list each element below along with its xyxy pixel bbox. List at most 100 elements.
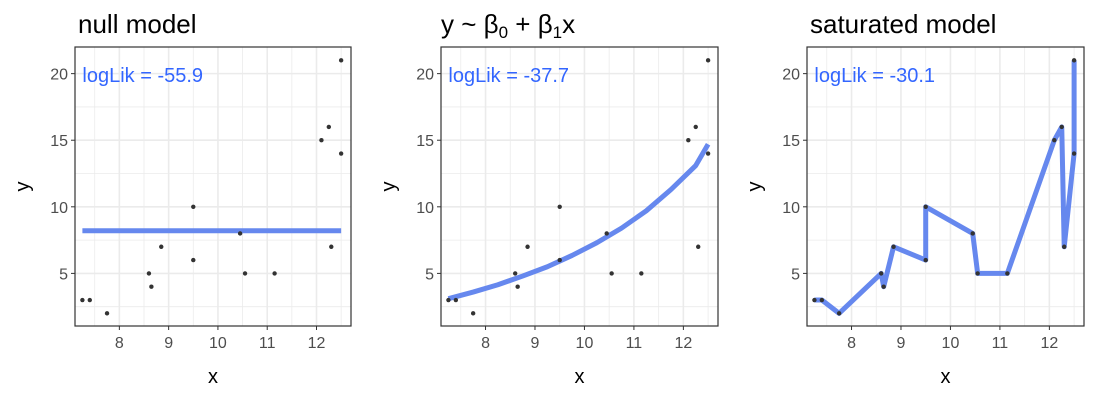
- data-point-7: [557, 257, 562, 263]
- x-tick-label: 11: [626, 335, 643, 352]
- grid: [75, 47, 351, 326]
- data-point-3: [470, 311, 476, 316]
- y-tick-label: 5: [791, 266, 800, 283]
- panel-1: null model logLik = -55.9 8 9 10 11 12 5 10 15 20 x…: [12, 9, 352, 388]
- data-point-12: [1052, 138, 1057, 143]
- data-point-4: [512, 271, 518, 276]
- data-point-14: [696, 244, 701, 249]
- y-tick-label: 15: [50, 133, 68, 150]
- data-point-16: [1071, 58, 1077, 63]
- loglik-annotation: logLik = -55.9: [82, 65, 203, 87]
- grid: [441, 47, 718, 326]
- y-tick-label: 20: [50, 67, 68, 84]
- x-axis-label: x: [941, 366, 951, 388]
- data-point-6: [159, 244, 164, 249]
- x-tick-label: 10: [576, 335, 594, 352]
- y-tick-label: 15: [782, 133, 800, 150]
- data-point-4: [878, 271, 884, 276]
- data-point-5: [881, 284, 886, 289]
- data-point-8: [557, 204, 562, 210]
- x-tick-label: 12: [1040, 335, 1058, 352]
- data-point-6: [891, 244, 896, 249]
- data-point-9: [604, 231, 609, 236]
- data-point-11: [1005, 271, 1010, 276]
- x-tick-label: 9: [164, 335, 173, 352]
- data-point-16: [705, 58, 711, 63]
- x-tick-label: 9: [531, 335, 540, 352]
- y-tick-label: 20: [782, 67, 800, 84]
- fit-line: [814, 60, 1077, 316]
- data-point-10: [975, 271, 980, 276]
- data-point-7: [191, 257, 196, 263]
- panel-border: [806, 46, 1085, 327]
- data-point-16: [338, 58, 344, 63]
- loglik-annotation: logLik = -30.1: [814, 65, 935, 87]
- panel-title: null model: [78, 9, 197, 39]
- x-tick-label: 12: [308, 335, 326, 352]
- x-axis-label: x: [208, 366, 218, 388]
- data-points: [80, 58, 344, 316]
- grid: [807, 47, 1084, 326]
- data-points: [446, 58, 711, 316]
- x-tick-label: 9: [897, 335, 906, 352]
- data-point-6: [525, 244, 530, 249]
- x-tick-label: 8: [481, 335, 490, 352]
- data-point-2: [819, 297, 825, 303]
- data-point-8: [923, 204, 928, 210]
- x-axis-label: x: [575, 366, 585, 388]
- y-tick-label: 10: [50, 200, 68, 217]
- data-points: [812, 58, 1077, 316]
- y-tick-label: 10: [782, 200, 800, 217]
- data-point-3: [836, 311, 842, 316]
- y-axis-label: y: [12, 182, 34, 192]
- data-point-11: [639, 271, 644, 276]
- data-point-3: [104, 311, 110, 316]
- data-point-9: [970, 231, 975, 236]
- loglik-annotation: logLik = -37.7: [448, 65, 569, 87]
- y-tick-label: 15: [416, 133, 434, 150]
- data-point-10: [242, 271, 248, 276]
- data-point-12: [319, 138, 324, 143]
- data-point-7: [923, 257, 928, 263]
- y-tick-label: 10: [416, 200, 434, 217]
- data-point-10: [609, 271, 614, 276]
- data-point-15: [705, 151, 711, 156]
- x-tick-label: 10: [942, 335, 960, 352]
- data-point-1: [446, 297, 451, 303]
- x-tick-label: 8: [847, 335, 856, 352]
- data-point-15: [1071, 151, 1077, 156]
- x-tick-label: 11: [992, 335, 1009, 352]
- x-tick-label: 12: [674, 335, 692, 352]
- data-point-2: [87, 297, 92, 303]
- data-point-12: [686, 138, 691, 143]
- data-point-1: [80, 297, 85, 303]
- y-axis-label: y: [744, 182, 766, 192]
- panel-border: [440, 46, 719, 327]
- panel-2: y ~ β0 + β1x logLik = -37.7 8 9 10 11 12 5 10 15 2…: [378, 9, 719, 388]
- data-point-5: [149, 284, 154, 289]
- y-tick-label: 5: [425, 266, 434, 283]
- data-point-9: [237, 231, 243, 236]
- data-point-2: [453, 297, 459, 303]
- data-point-5: [515, 284, 520, 289]
- x-tick-label: 11: [259, 335, 276, 352]
- data-point-4: [146, 271, 152, 276]
- data-point-1: [812, 297, 817, 303]
- panel-border: [74, 46, 352, 327]
- y-tick-label: 5: [59, 266, 68, 283]
- data-point-8: [191, 204, 196, 210]
- x-tick-label: 8: [115, 335, 124, 352]
- data-point-13: [693, 124, 698, 130]
- panel-title: saturated model: [810, 9, 996, 39]
- data-point-11: [272, 271, 277, 276]
- panel-3: saturated model logLik = -30.1 8 9 10 11 12 5 10…: [744, 9, 1085, 388]
- data-point-14: [329, 244, 334, 249]
- fit-line: [447, 142, 711, 302]
- data-point-13: [326, 124, 332, 130]
- y-axis-label: y: [378, 182, 400, 192]
- data-point-15: [338, 151, 344, 156]
- data-point-13: [1059, 124, 1064, 130]
- y-tick-label: 20: [416, 67, 434, 84]
